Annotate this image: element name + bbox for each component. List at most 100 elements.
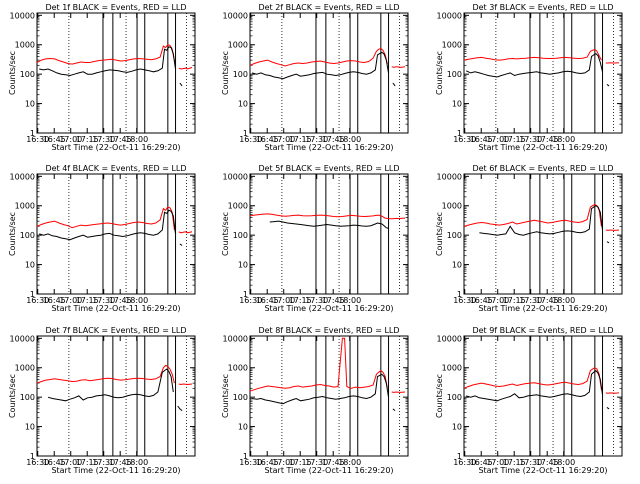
- events-series: [269, 220, 389, 229]
- panel-4: Det 4f BLACK = Events, RED = LLD 1 10 100 10…: [8, 164, 196, 313]
- lld-series: [463, 367, 620, 394]
- panel-8: Det 8f BLACK = Events, RED = LLD 1 10 100 10…: [221, 326, 409, 475]
- x-tick-label: 16:30: [239, 296, 262, 305]
- x-tick-label: 16:45: [43, 296, 66, 305]
- axes-frame: [463, 12, 623, 134]
- y-tick-label: 10000: [437, 172, 462, 181]
- events-series: [465, 52, 610, 87]
- y-axis-label: Counts/sec: [435, 374, 444, 418]
- y-tick-label: 1000: [15, 41, 35, 50]
- x-tick-label: 17:15: [76, 135, 99, 144]
- axes-frame: [249, 335, 409, 457]
- axes-frame: [36, 12, 196, 134]
- x-tick-label: 16:45: [470, 458, 493, 467]
- axes-frame: [249, 12, 409, 134]
- y-tick-label: 1: [243, 290, 248, 299]
- x-tick-label: 16:30: [26, 135, 49, 144]
- events-series: [39, 209, 183, 246]
- x-tick-label: 17:45: [322, 458, 345, 467]
- y-axis-label: Counts/sec: [221, 212, 230, 256]
- y-tick-label: 1000: [442, 41, 462, 50]
- x-tick-label: 16:30: [239, 135, 262, 144]
- y-axis-label: Counts/sec: [221, 51, 230, 95]
- panel-9: Det 9f BLACK = Events, RED = LLD 1 10 100 10…: [435, 326, 623, 475]
- axes-frame: [463, 173, 623, 295]
- x-tick-label: 17:15: [76, 296, 99, 305]
- y-tick-label: 1000: [442, 202, 462, 211]
- x-tick-label: 18:00: [125, 458, 148, 467]
- x-axis-label: Start Time (22-Oct-11 16:29:20): [478, 143, 607, 152]
- events-series: [252, 373, 396, 411]
- x-tick-label: 17:45: [109, 135, 132, 144]
- axes-frame: [36, 173, 196, 295]
- x-tick-label: 17:00: [272, 458, 295, 467]
- x-tick-label: 17:30: [92, 458, 115, 467]
- x-tick-label: 16:45: [43, 135, 66, 144]
- events-series: [39, 46, 183, 87]
- x-tick-label: 17:45: [109, 296, 132, 305]
- y-tick-label: 10000: [223, 11, 248, 20]
- y-tick-label: 1: [30, 290, 35, 299]
- x-tick-label: 17:15: [76, 458, 99, 467]
- y-axis-label: Counts/sec: [8, 374, 17, 418]
- x-tick-label: 16:30: [239, 458, 262, 467]
- events-series: [47, 368, 183, 411]
- y-axis-label: Counts/sec: [8, 212, 17, 256]
- y-tick-label: 10: [25, 261, 35, 270]
- y-tick-label: 100: [20, 393, 35, 402]
- y-tick-label: 1000: [228, 41, 248, 50]
- x-tick-label: 16:45: [43, 458, 66, 467]
- lld-series: [249, 47, 406, 68]
- panel-title: Det 6f BLACK = Events, RED = LLD: [472, 164, 613, 173]
- events-series: [466, 369, 610, 410]
- y-tick-label: 100: [447, 231, 462, 240]
- x-tick-label: 16:45: [256, 458, 279, 467]
- x-tick-label: 17:00: [59, 296, 82, 305]
- x-tick-label: 17:15: [503, 135, 526, 144]
- y-tick-label: 1000: [442, 364, 462, 373]
- x-tick-label: 17:30: [305, 458, 328, 467]
- panel-title: Det 3f BLACK = Events, RED = LLD: [472, 3, 613, 12]
- x-axis-label: Start Time (22-Oct-11 16:29:20): [51, 466, 180, 475]
- x-axis-label: Start Time (22-Oct-11 16:29:20): [478, 466, 607, 475]
- axes-frame: [36, 335, 196, 457]
- panel-title: Det 5f BLACK = Events, RED = LLD: [258, 164, 399, 173]
- y-tick-label: 100: [233, 231, 248, 240]
- y-tick-label: 10000: [223, 172, 248, 181]
- x-tick-label: 17:45: [109, 458, 132, 467]
- x-tick-label: 18:00: [125, 135, 148, 144]
- x-tick-label: 16:45: [256, 296, 279, 305]
- events-series: [252, 51, 396, 87]
- x-axis-label: Start Time (22-Oct-11 16:29:20): [51, 304, 180, 313]
- y-tick-label: 1: [243, 129, 248, 138]
- y-axis-label: Counts/sec: [435, 212, 444, 256]
- lld-series: [36, 44, 193, 70]
- y-tick-label: 100: [20, 231, 35, 240]
- x-tick-label: 17:00: [486, 458, 509, 467]
- x-tick-label: 18:00: [552, 296, 575, 305]
- axes-frame: [463, 335, 623, 457]
- y-tick-label: 10: [238, 261, 248, 270]
- y-tick-label: 1000: [15, 364, 35, 373]
- y-axis-label: Counts/sec: [8, 51, 17, 95]
- panel-1: Det 1f BLACK = Events, RED = LLD 1 10 100 10…: [8, 3, 196, 152]
- x-tick-label: 18:00: [125, 296, 148, 305]
- y-tick-label: 10: [25, 423, 35, 432]
- panel-title: Det 2f BLACK = Events, RED = LLD: [258, 3, 399, 12]
- y-tick-label: 1: [457, 129, 462, 138]
- panel-title: Det 8f BLACK = Events, RED = LLD: [258, 326, 399, 335]
- y-tick-label: 1: [457, 452, 462, 461]
- x-tick-label: 16:30: [26, 458, 49, 467]
- x-tick-label: 17:45: [322, 296, 345, 305]
- y-tick-label: 1: [30, 129, 35, 138]
- lld-series: [249, 213, 406, 220]
- x-tick-label: 16:45: [470, 296, 493, 305]
- x-tick-label: 18:00: [552, 135, 575, 144]
- x-tick-label: 17:30: [305, 135, 328, 144]
- y-tick-label: 1000: [15, 202, 35, 211]
- x-tick-label: 17:00: [486, 296, 509, 305]
- panel-title: Det 4f BLACK = Events, RED = LLD: [45, 164, 186, 173]
- x-tick-label: 17:30: [305, 296, 328, 305]
